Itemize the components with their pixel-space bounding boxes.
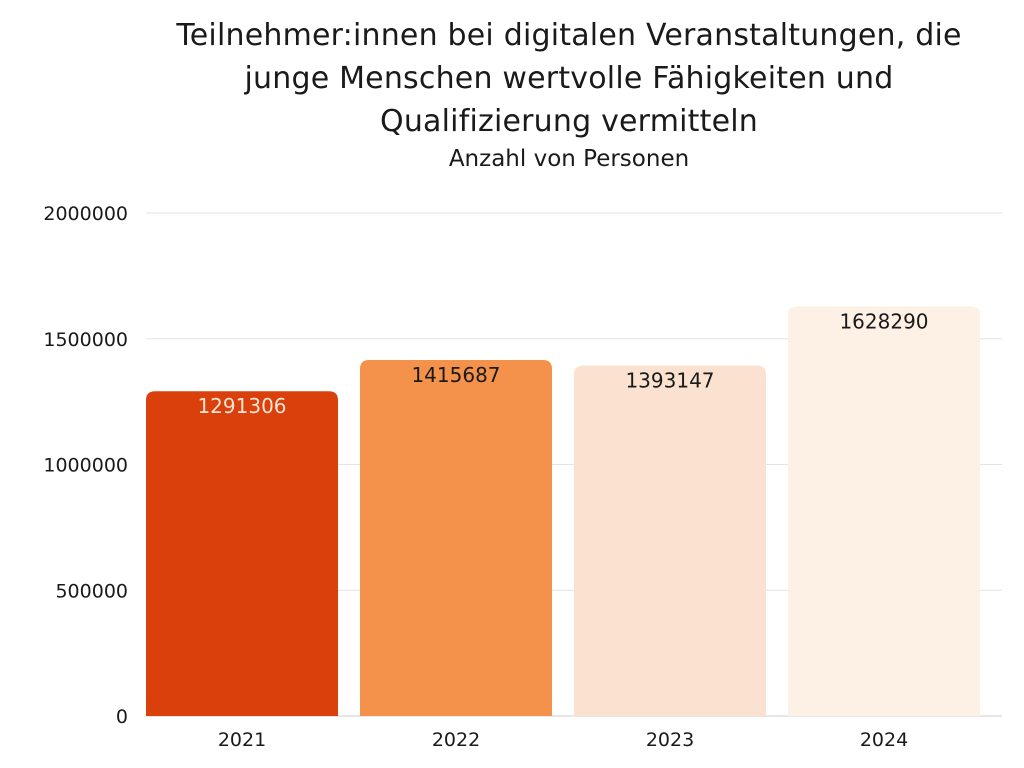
bars: 1291306 1415687 1393147 1628290 xyxy=(146,306,980,716)
bar-2021 xyxy=(146,391,338,716)
y-tick-label: 1500000 xyxy=(43,329,128,351)
x-tick-label: 2023 xyxy=(646,729,694,751)
chart-title: Teilnehmer:innen bei digitalen Veranstal… xyxy=(176,18,962,139)
x-axis: 2021 2022 2023 2024 xyxy=(218,729,908,751)
bar-value-label: 1628290 xyxy=(839,309,928,333)
x-tick-label: 2021 xyxy=(218,729,266,751)
y-axis: 0 500000 1000000 1500000 2000000 xyxy=(43,203,128,728)
bar-value-label: 1415687 xyxy=(411,363,500,387)
bar-value-label: 1393147 xyxy=(625,369,714,393)
bar-2024 xyxy=(788,306,980,716)
bar-2023 xyxy=(574,365,766,716)
x-tick-label: 2024 xyxy=(860,729,908,751)
x-tick-label: 2022 xyxy=(432,729,480,751)
y-tick-label: 2000000 xyxy=(43,203,128,225)
y-tick-label: 1000000 xyxy=(43,455,128,477)
y-tick-label: 500000 xyxy=(55,580,128,602)
chart-header: Teilnehmer:innen bei digitalen Veranstal… xyxy=(145,14,993,174)
y-tick-label: 0 xyxy=(116,706,128,728)
chart-subtitle: Anzahl von Personen xyxy=(448,146,690,172)
bar-value-label: 1291306 xyxy=(197,394,286,418)
bar-2022 xyxy=(360,359,552,716)
